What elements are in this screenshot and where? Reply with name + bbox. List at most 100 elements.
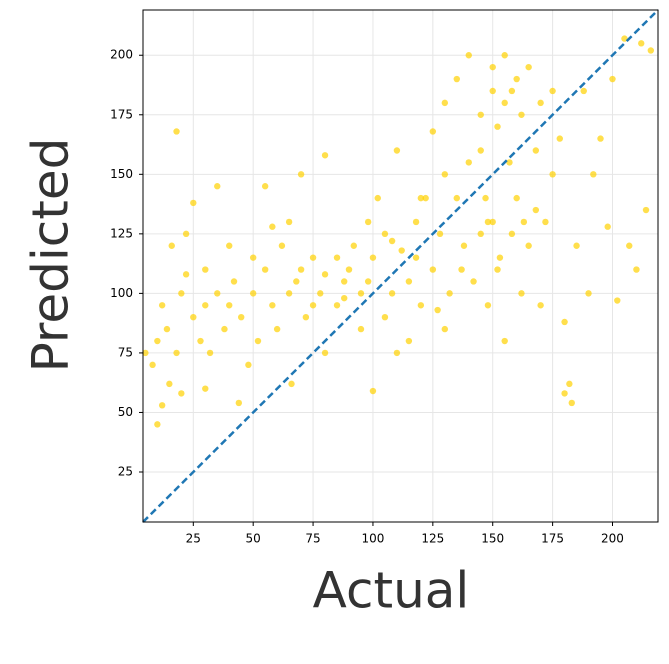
point xyxy=(477,111,484,118)
point xyxy=(154,337,161,345)
x-tick-label: 175 xyxy=(541,532,564,546)
point xyxy=(566,380,573,388)
plot-frame xyxy=(142,9,659,523)
point xyxy=(496,254,504,261)
grid xyxy=(143,10,658,522)
reference-line xyxy=(142,9,659,523)
point xyxy=(197,337,204,345)
point xyxy=(393,147,401,154)
y-tick-label: 125 xyxy=(110,226,133,240)
point xyxy=(484,302,492,309)
point xyxy=(429,128,437,135)
point xyxy=(506,159,513,166)
point xyxy=(293,278,300,285)
point xyxy=(168,242,175,249)
x-tick-label: 50 xyxy=(246,532,261,546)
point xyxy=(585,290,592,297)
point xyxy=(537,302,544,309)
y-tick-label: 75 xyxy=(118,345,133,359)
point xyxy=(357,290,365,297)
point xyxy=(245,361,252,369)
point xyxy=(261,266,269,273)
point xyxy=(501,52,508,59)
point xyxy=(568,399,575,407)
point xyxy=(369,254,377,261)
point xyxy=(434,306,441,314)
point xyxy=(489,218,496,226)
point xyxy=(154,421,161,428)
point xyxy=(573,242,580,249)
point xyxy=(178,390,185,397)
point xyxy=(532,206,540,214)
point xyxy=(633,266,640,273)
point xyxy=(532,147,540,154)
point xyxy=(269,223,276,230)
point xyxy=(341,294,348,302)
point xyxy=(520,218,528,226)
point xyxy=(374,194,381,202)
point xyxy=(494,123,501,130)
point xyxy=(477,230,484,238)
point xyxy=(525,242,532,249)
point xyxy=(597,135,604,142)
point xyxy=(441,99,449,107)
point xyxy=(518,111,525,118)
reference xyxy=(142,9,659,523)
point xyxy=(249,254,257,261)
point xyxy=(214,290,221,297)
point xyxy=(441,325,449,333)
point xyxy=(202,266,209,273)
point xyxy=(642,206,650,214)
point xyxy=(206,349,214,357)
point xyxy=(501,99,508,107)
point xyxy=(609,75,616,83)
point xyxy=(163,325,171,333)
point xyxy=(317,290,324,297)
point xyxy=(494,266,501,273)
x-tick-label: 125 xyxy=(421,532,444,546)
point xyxy=(249,290,257,297)
y-tick-label: 175 xyxy=(110,107,133,121)
point xyxy=(364,218,372,226)
point xyxy=(537,99,544,107)
y-tick-label: 50 xyxy=(118,405,133,419)
y-axis-label: Predicted xyxy=(22,138,80,373)
point xyxy=(321,271,329,278)
point xyxy=(489,63,496,71)
point xyxy=(381,314,389,321)
point xyxy=(388,290,396,297)
point xyxy=(525,63,532,71)
point xyxy=(549,171,556,178)
point xyxy=(441,171,449,178)
point xyxy=(158,302,166,309)
point xyxy=(202,302,209,309)
point xyxy=(626,242,633,249)
point xyxy=(508,230,516,238)
point xyxy=(453,194,460,202)
point xyxy=(369,387,377,395)
point xyxy=(226,302,233,309)
x-tick-label: 100 xyxy=(362,532,385,546)
point xyxy=(182,230,190,238)
point xyxy=(647,47,655,54)
point xyxy=(388,237,396,245)
point xyxy=(614,297,621,304)
point xyxy=(604,223,611,230)
point xyxy=(398,247,405,254)
point xyxy=(278,242,286,249)
point xyxy=(422,194,429,202)
y-tick-label: 150 xyxy=(110,167,133,181)
point xyxy=(508,87,516,95)
point xyxy=(460,242,468,249)
y-tick-label: 100 xyxy=(110,286,133,300)
point xyxy=(518,290,525,297)
point xyxy=(142,349,149,357)
point xyxy=(261,183,269,190)
point xyxy=(412,254,420,261)
point xyxy=(484,218,492,226)
point xyxy=(350,242,357,249)
point xyxy=(405,278,413,285)
point xyxy=(190,199,197,207)
points xyxy=(142,35,655,428)
